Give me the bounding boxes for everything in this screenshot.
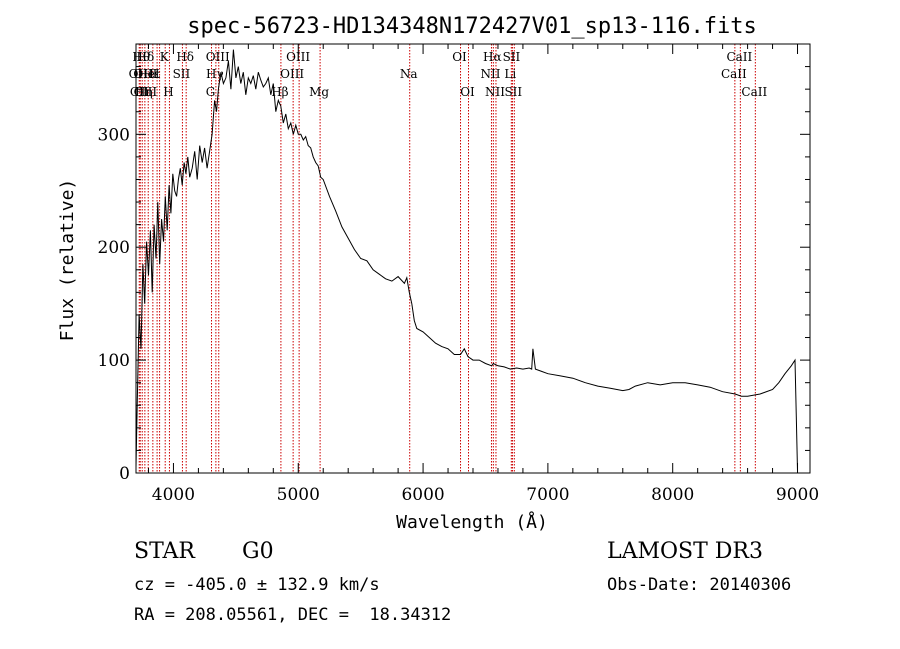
marker-label-13: Hγ xyxy=(206,67,224,81)
redshift-velocity: cz = -405.0 ± 132.9 km/s xyxy=(134,575,380,595)
subclass: G0 xyxy=(242,539,274,564)
marker-label-29: CaII xyxy=(726,50,752,64)
marker-group-label-0: Hδ xyxy=(137,50,155,64)
y-tick-label: 0 xyxy=(119,464,130,484)
chart-title: spec-56723-HD134348N172427V01_sp13-116.f… xyxy=(187,14,757,39)
marker-label-21: OI xyxy=(460,85,475,99)
marker-group-label-3: CIII xyxy=(134,85,158,99)
marker-label-16: OIII xyxy=(280,67,304,81)
marker-label-22: NII xyxy=(480,67,500,81)
marker-label-5: Hε xyxy=(144,67,161,81)
marker-label-18: Mg xyxy=(309,85,329,99)
spectral-line-labels: OIICIIHθHηHεKHSIIHδGHγOIIIHβOIIIOIIIMgNa… xyxy=(129,50,768,99)
coordinates: RA = 208.05561, DEC = 18.34312 xyxy=(134,605,452,625)
marker-label-11: Hδ xyxy=(176,50,194,64)
x-tick-label: 9000 xyxy=(776,485,819,505)
spectrum-line xyxy=(135,49,798,471)
y-tick-label: 200 xyxy=(98,238,130,258)
y-tick-label: 300 xyxy=(98,125,130,145)
marker-label-1: CII xyxy=(130,85,149,99)
marker-label-24: NII xyxy=(485,85,505,99)
marker-label-2: Hθ xyxy=(132,50,150,64)
y-axis-label: Flux (relative) xyxy=(57,179,78,342)
y-axis: 0 100 200 300 xyxy=(98,43,810,484)
x-tick-label: 5000 xyxy=(277,485,320,505)
marker-label-12: G xyxy=(206,85,216,99)
marker-label-23: Hα xyxy=(483,50,502,64)
marker-label-19: Na xyxy=(400,67,418,81)
x-tick-label: 4000 xyxy=(152,485,195,505)
marker-label-26: SII xyxy=(503,50,521,64)
x-tick-label: 6000 xyxy=(401,485,444,505)
x-axis-label: Wavelength (Å) xyxy=(396,511,548,533)
plot-frame xyxy=(135,43,811,474)
marker-label-17: OIII xyxy=(286,50,310,64)
observation-date: Obs-Date: 20140306 xyxy=(607,575,792,595)
marker-group-label-2: HeI xyxy=(137,67,160,81)
marker-label-3: Hη xyxy=(135,85,153,99)
marker-label-15: Hβ xyxy=(271,85,288,99)
marker-label-25: Li xyxy=(504,67,516,81)
survey-name: LAMOST DR3 xyxy=(607,539,763,564)
marker-label-9: H xyxy=(163,85,173,99)
marker-label-8: K xyxy=(160,50,170,64)
marker-group-label-1: OIII xyxy=(133,67,157,81)
object-class: STAR xyxy=(134,539,195,564)
marker-label-0: OII xyxy=(129,67,149,81)
marker-label-30: CaII xyxy=(741,85,767,99)
marker-label-27: SII xyxy=(504,85,522,99)
x-tick-label: 7000 xyxy=(526,485,569,505)
y-tick-label: 100 xyxy=(98,351,130,371)
spectral-line-markers xyxy=(138,44,756,473)
marker-label-28: CaII xyxy=(721,67,747,81)
x-axis: 4000 5000 6000 7000 8000 9000 xyxy=(147,44,819,505)
marker-label-14: OIII xyxy=(206,50,230,64)
marker-label-20: OI xyxy=(452,50,467,64)
x-tick-label: 8000 xyxy=(651,485,694,505)
marker-label-10: SII xyxy=(173,67,191,81)
